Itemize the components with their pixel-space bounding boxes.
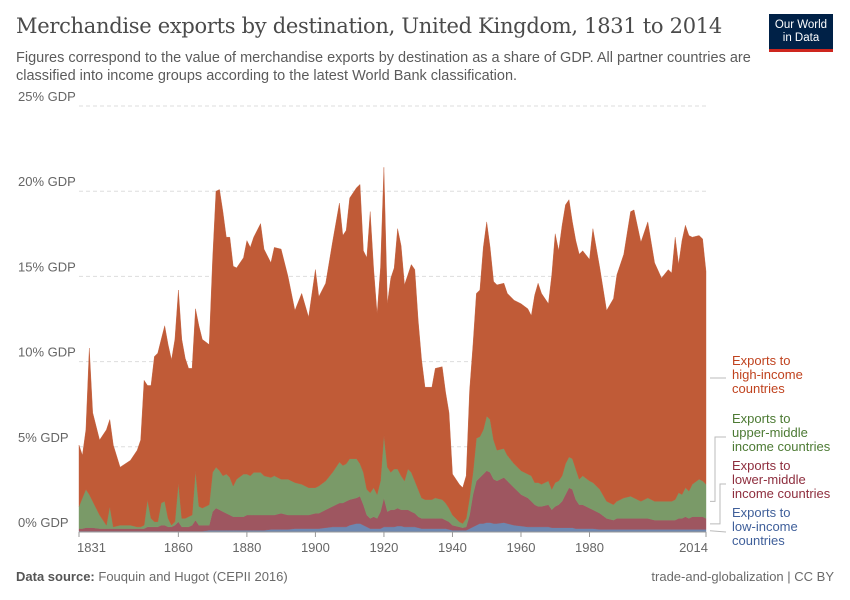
x-tick-label: 1880 — [232, 540, 261, 555]
legend-label[interactable]: Exports to high-income countries — [732, 353, 803, 396]
legend-label-line: Exports to — [732, 505, 791, 520]
y-tick-label: 5% GDP — [18, 430, 69, 445]
legend-label-line: Exports to — [732, 458, 791, 473]
x-tick-label: 1860 — [164, 540, 193, 555]
x-tick-label: 2014 — [679, 540, 708, 555]
x-tick-label: 1900 — [301, 540, 330, 555]
legend-label-line: upper-middle — [732, 425, 808, 440]
gridlines: 0% GDP 5% GDP 10% GDP 15% GDP 20% GDP 25% GDP — [18, 89, 706, 530]
legend-label-line: Exports to — [732, 411, 791, 426]
area-exports-to-high-income-countries[interactable] — [78, 167, 707, 528]
legend-label-line: countries — [732, 533, 785, 548]
logo-text: Our World in Data — [774, 19, 828, 44]
y-tick-label: 20% GDP — [18, 174, 76, 189]
legend-label-line: income countries — [732, 439, 831, 454]
data-source: Data source: Fouquin and Hugot (CEPII 20… — [16, 569, 288, 584]
legend-connector — [709, 530, 727, 533]
source-text[interactable]: Fouquin and Hugot (CEPII 2016) — [98, 569, 288, 584]
legend-label-line: Exports to — [732, 353, 791, 368]
y-tick-label: 10% GDP — [18, 345, 76, 360]
x-axis: 1831 1860 1880 1900 1920 1940 1960 1980 2014 — [77, 531, 708, 555]
legend-label[interactable]: Exports to upper-middle income countries — [732, 411, 831, 454]
legend-connector — [710, 483, 726, 525]
chart-subtitle: Figures correspond to the value of merch… — [16, 50, 751, 84]
license-text[interactable]: trade-and-globalization | CC BY — [651, 569, 834, 584]
legend-connector — [710, 436, 726, 502]
source-label: Data source: — [16, 569, 95, 584]
x-tick-label: 1980 — [575, 540, 604, 555]
owid-logo[interactable]: Our World in Data — [769, 14, 833, 52]
legend-label-line: countries — [732, 381, 785, 396]
x-tick-label: 1960 — [507, 540, 536, 555]
legend-label-line: high-income — [732, 367, 803, 382]
y-tick-label: 25% GDP — [18, 89, 76, 104]
area-series — [78, 167, 707, 533]
y-tick-label: 15% GDP — [18, 259, 76, 274]
x-tick-label: 1920 — [369, 540, 398, 555]
legend-label-line: low-income — [732, 519, 798, 534]
chart-title: Merchandise exports by destination, Unit… — [16, 14, 722, 38]
x-tick-label: 1831 — [77, 540, 106, 555]
legend-label-line: lower-middle — [732, 472, 806, 487]
legend-label[interactable]: Exports to lower-middle income countries — [732, 458, 831, 501]
x-tick-label: 1940 — [438, 540, 467, 555]
legend-label-line: income countries — [732, 486, 831, 501]
y-tick-label: 0% GDP — [18, 515, 69, 530]
legend-label[interactable]: Exports to low-income countries — [732, 505, 798, 548]
